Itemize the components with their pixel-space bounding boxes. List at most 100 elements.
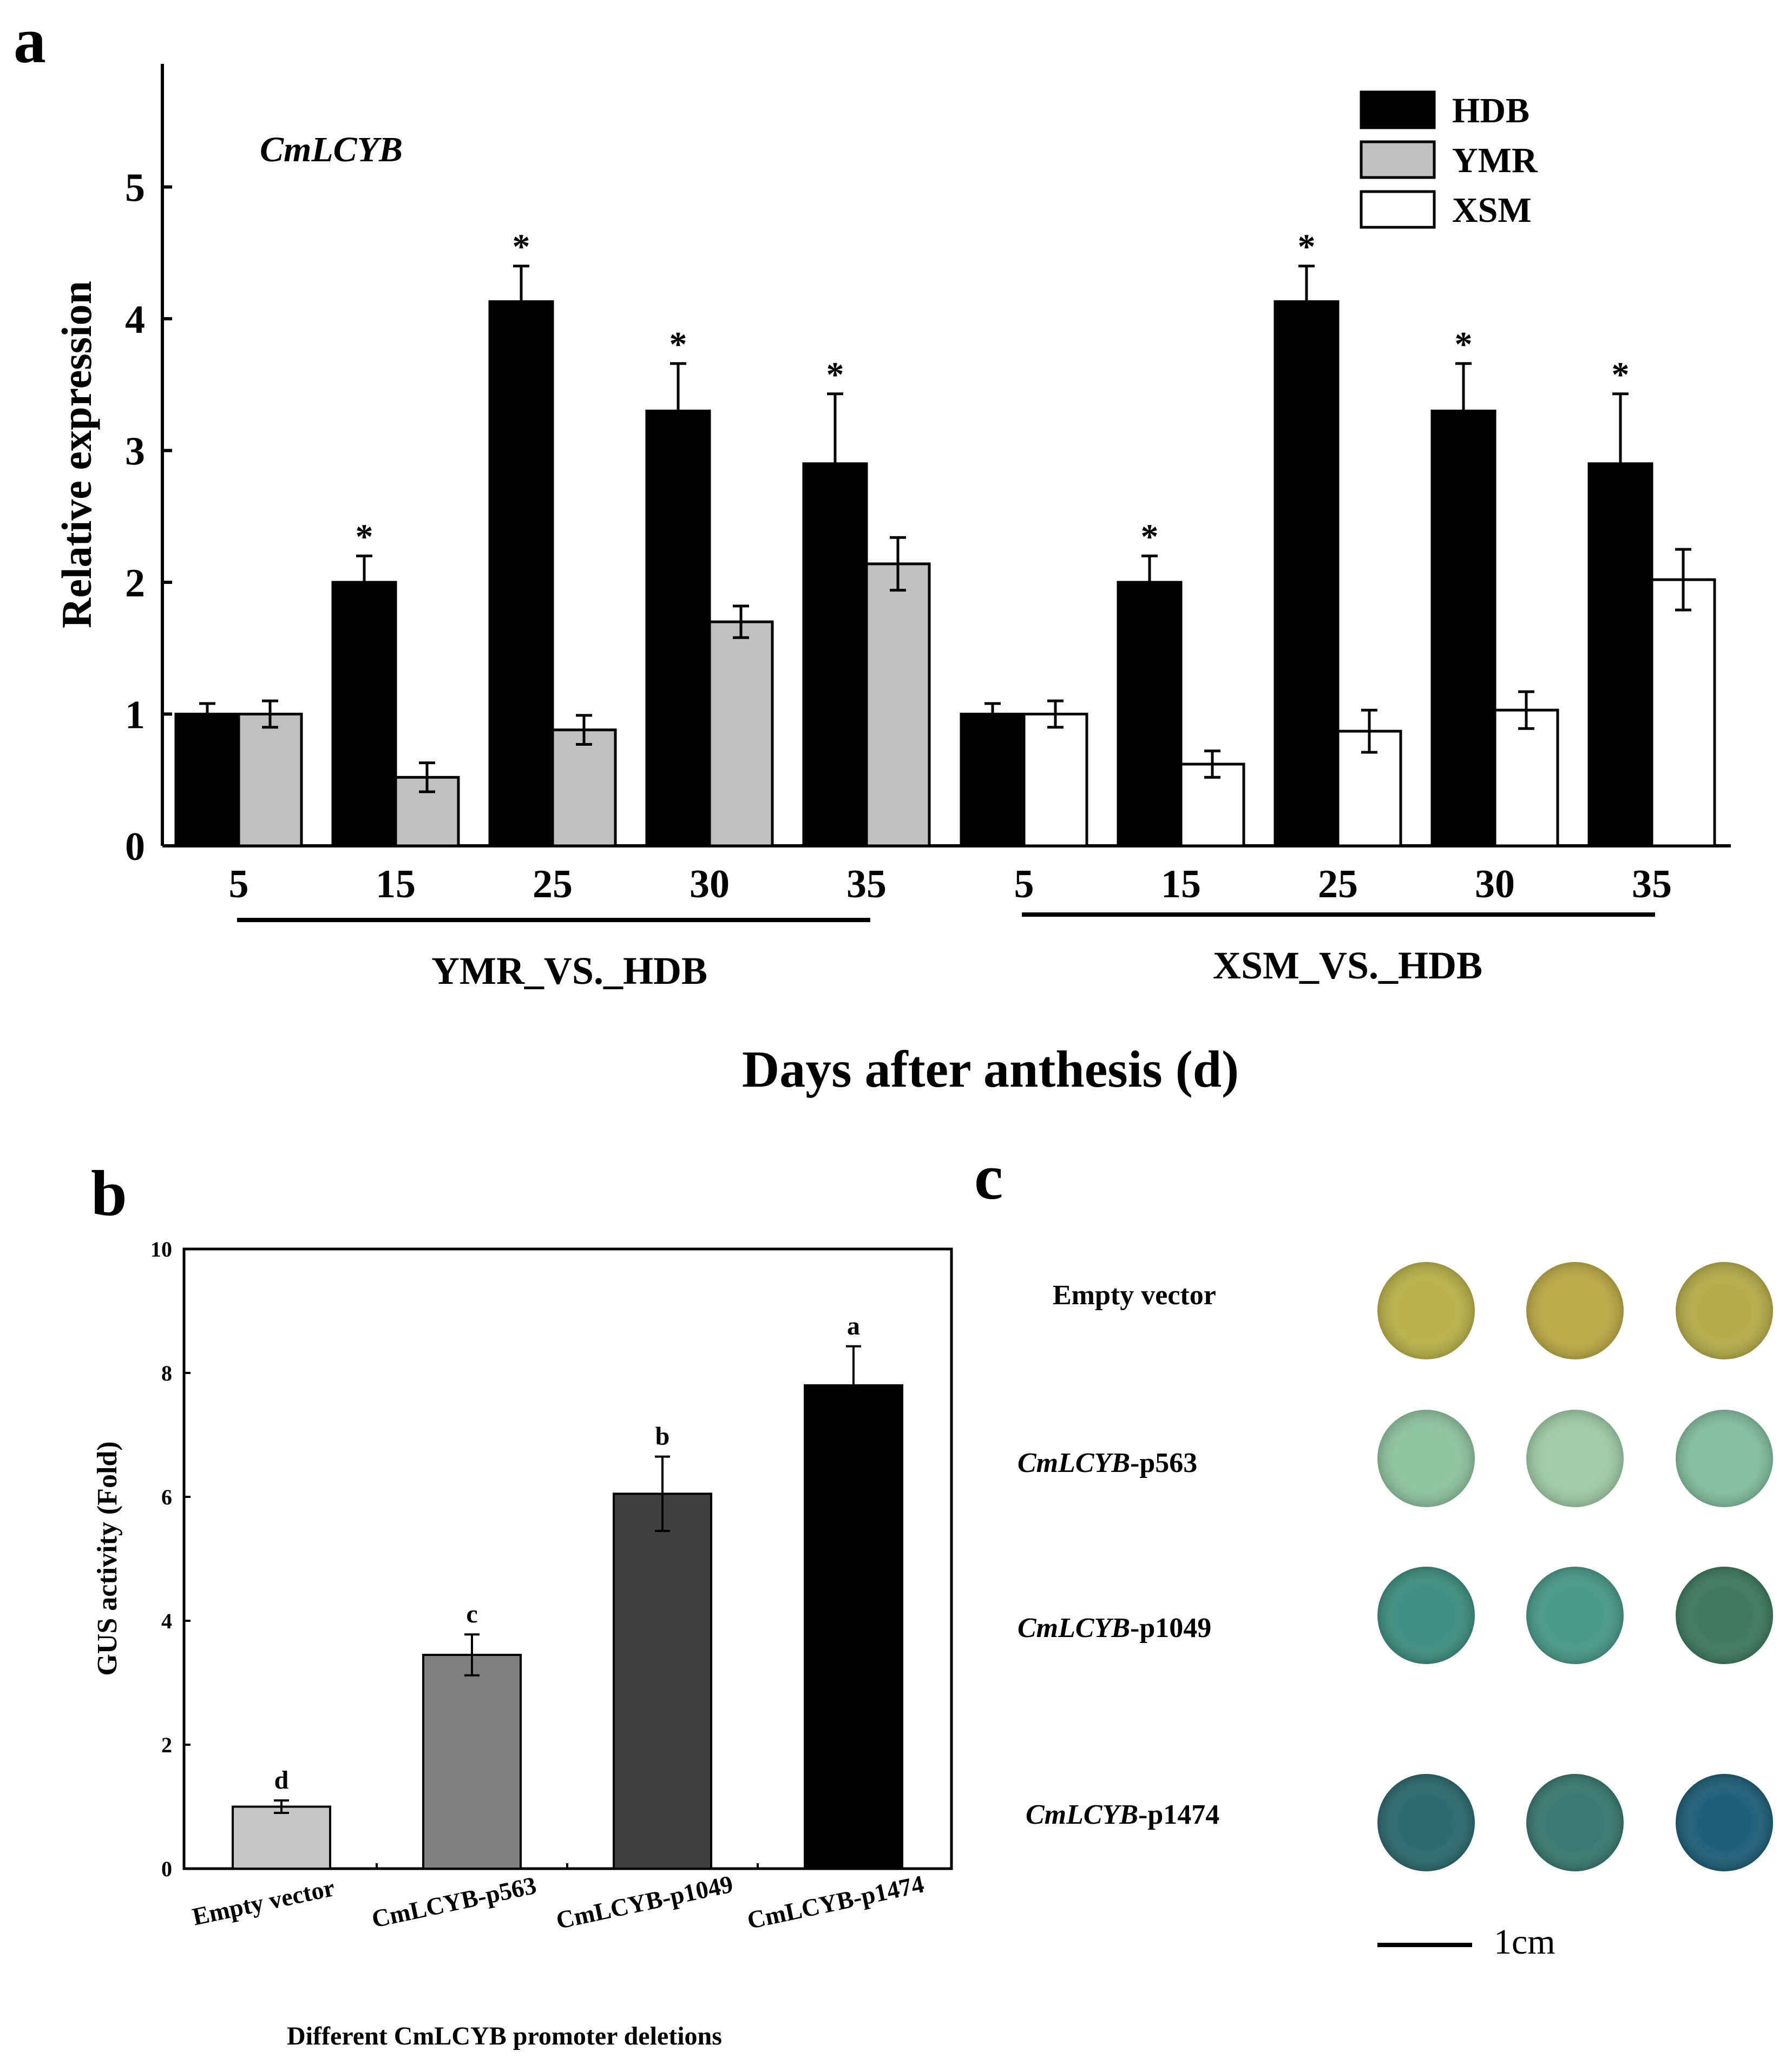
x-tick-label: 15 xyxy=(376,862,416,906)
leaf-disc-shading xyxy=(1377,1774,1475,1871)
panel-c-leaf-discs xyxy=(1377,1262,1773,1871)
panel-a-legend: HDB YMR XSM xyxy=(1360,90,1538,230)
bar-hdb-xsm-vs-hdb-day-30 xyxy=(1430,409,1496,847)
bar-ymr-ymr-vs-hdb-day-30 xyxy=(708,620,774,847)
legend-label-xsm: XSM xyxy=(1452,190,1532,230)
bar-cmlcyb-p1474 xyxy=(804,1384,903,1870)
significance-letter: b xyxy=(655,1422,670,1451)
row-label-italic: CmLCYB xyxy=(1018,1448,1130,1478)
row-label-empty-vector: Empty vector xyxy=(1053,1280,1216,1311)
x-tick-label: 5 xyxy=(229,862,249,906)
y-tick-label: 8 xyxy=(161,1361,172,1385)
x-tick-label: 25 xyxy=(1318,862,1358,906)
row-label-p563: CmLCYB-p563 xyxy=(1018,1448,1197,1478)
row-label-p1474: CmLCYB-p1474 xyxy=(1026,1799,1219,1830)
x-tick-label: 35 xyxy=(1632,862,1672,906)
bar-hdb-xsm-vs-hdb-day-15 xyxy=(1117,581,1183,847)
significance-letter: a xyxy=(847,1312,860,1340)
panel-b-label: b xyxy=(91,1157,127,1229)
leaf-disc-shading xyxy=(1526,1262,1624,1359)
bar-xsm-xsm-vs-hdb-day-35 xyxy=(1650,578,1716,847)
legend-label-ymr: YMR xyxy=(1452,141,1538,180)
leaf-disc-shading xyxy=(1377,1262,1475,1359)
leaf-disc-shading xyxy=(1526,1410,1624,1507)
y-tick-label: 4 xyxy=(125,298,145,342)
significance-marker: * xyxy=(356,517,373,556)
y-tick-label: 5 xyxy=(125,166,145,211)
x-tick-label: 35 xyxy=(846,862,887,906)
panel-b-x-ticks: Empty vector CmLCYB-p563 CmLCYB-p1049 CmLCY… xyxy=(190,1863,927,1934)
group-label-xsm-vs-hdb: XSM_VS._HDB xyxy=(1213,944,1482,987)
leaf-disc-shading xyxy=(1377,1410,1475,1507)
leaf-disc-shading xyxy=(1676,1567,1773,1664)
leaf-disc-shading xyxy=(1526,1567,1624,1664)
legend-swatch-ymr xyxy=(1360,140,1436,179)
bar-empty-vector xyxy=(232,1805,331,1870)
bar-xsm-xsm-vs-hdb-day-5 xyxy=(1022,713,1088,847)
panel-b-y-axis-title: GUS activity (Fold) xyxy=(92,1441,123,1675)
y-tick-label: 0 xyxy=(161,1857,172,1881)
bar-hdb-ymr-vs-hdb-day-15 xyxy=(331,581,397,847)
leaf-disc-shading xyxy=(1676,1262,1773,1359)
x-tick-label: CmLCYB-p563 xyxy=(369,1871,539,1933)
bar-hdb-ymr-vs-hdb-day-5 xyxy=(174,713,240,847)
significance-marker: * xyxy=(1141,517,1159,556)
x-tick-label: CmLCYB-p1049 xyxy=(554,1870,736,1934)
row-label-plain: -p1474 xyxy=(1138,1799,1219,1830)
significance-marker: * xyxy=(669,325,687,364)
panel-a-x-ticks: 5 15 25 30 35 5 15 25 30 35 xyxy=(229,838,1672,906)
panel-b-bars: d c b a xyxy=(232,1312,903,1870)
leaf-disc-shading xyxy=(1377,1567,1475,1664)
leaf-disc-shading xyxy=(1526,1774,1624,1871)
y-tick-label: 2 xyxy=(161,1733,172,1757)
x-tick-label: 30 xyxy=(1475,862,1515,906)
panel-a-bars: * * * * * * * * xyxy=(174,227,1716,847)
y-tick-label: 0 xyxy=(125,825,145,869)
significance-marker: * xyxy=(1298,227,1316,267)
x-tick-label: Empty vector xyxy=(190,1874,337,1930)
row-label-plain: Empty vector xyxy=(1053,1280,1216,1311)
panel-a-gene-label: CmLCYB xyxy=(260,130,403,169)
x-tick-label: 5 xyxy=(1014,862,1034,906)
leaf-disc-shading xyxy=(1676,1774,1773,1871)
bar-xsm-xsm-vs-hdb-day-30 xyxy=(1493,708,1559,847)
scale-bar-label: 1cm xyxy=(1494,1922,1555,1962)
y-tick-label: 2 xyxy=(125,561,145,606)
y-tick-label: 3 xyxy=(125,430,145,474)
bar-cmlcyb-p1049 xyxy=(613,1493,712,1870)
legend-swatch-xsm xyxy=(1360,190,1436,229)
bar-hdb-ymr-vs-hdb-day-30 xyxy=(645,409,711,847)
row-label-plain: -p563 xyxy=(1130,1448,1197,1478)
panel-a-y-ticks: 0 1 2 3 4 5 xyxy=(125,166,172,869)
significance-letter: d xyxy=(274,1766,289,1795)
significance-marker: * xyxy=(826,355,844,395)
row-label-italic: CmLCYB xyxy=(1026,1799,1138,1830)
legend-swatch-hdb xyxy=(1360,90,1436,129)
y-tick-label: 4 xyxy=(161,1609,172,1633)
significance-letter: c xyxy=(466,1600,477,1628)
panel-a-label: a xyxy=(14,4,46,76)
y-tick-label: 1 xyxy=(125,693,145,738)
bar-hdb-ymr-vs-hdb-day-25 xyxy=(488,300,554,847)
panel-b-y-ticks: 0 2 4 6 8 10 xyxy=(150,1237,191,1881)
significance-marker: * xyxy=(1455,325,1473,364)
bar-hdb-xsm-vs-hdb-day-5 xyxy=(960,713,1026,847)
bar-ymr-ymr-vs-hdb-day-35 xyxy=(865,562,931,847)
row-label-plain: -p1049 xyxy=(1130,1613,1211,1644)
x-tick-label: CmLCYB-p1474 xyxy=(745,1870,927,1934)
bar-ymr-ymr-vs-hdb-day-5 xyxy=(237,713,303,847)
x-tick-label: 30 xyxy=(690,862,730,906)
panel-b-x-axis-title: Different CmLCYB promoter deletions xyxy=(287,2022,722,2050)
panel-c-label: c xyxy=(974,1141,1003,1213)
x-tick-label: 25 xyxy=(533,862,573,906)
bar-cmlcyb-p563 xyxy=(422,1653,522,1870)
significance-marker: * xyxy=(513,227,530,267)
x-tick-label: 15 xyxy=(1161,862,1201,906)
row-label-p1049: CmLCYB-p1049 xyxy=(1018,1613,1211,1644)
group-label-ymr-vs-hdb: YMR_VS._HDB xyxy=(431,949,707,992)
row-label-italic: CmLCYB xyxy=(1018,1613,1130,1644)
bar-ymr-ymr-vs-hdb-day-25 xyxy=(551,728,617,847)
y-tick-label: 10 xyxy=(150,1237,172,1261)
legend-label-hdb: HDB xyxy=(1452,91,1530,130)
